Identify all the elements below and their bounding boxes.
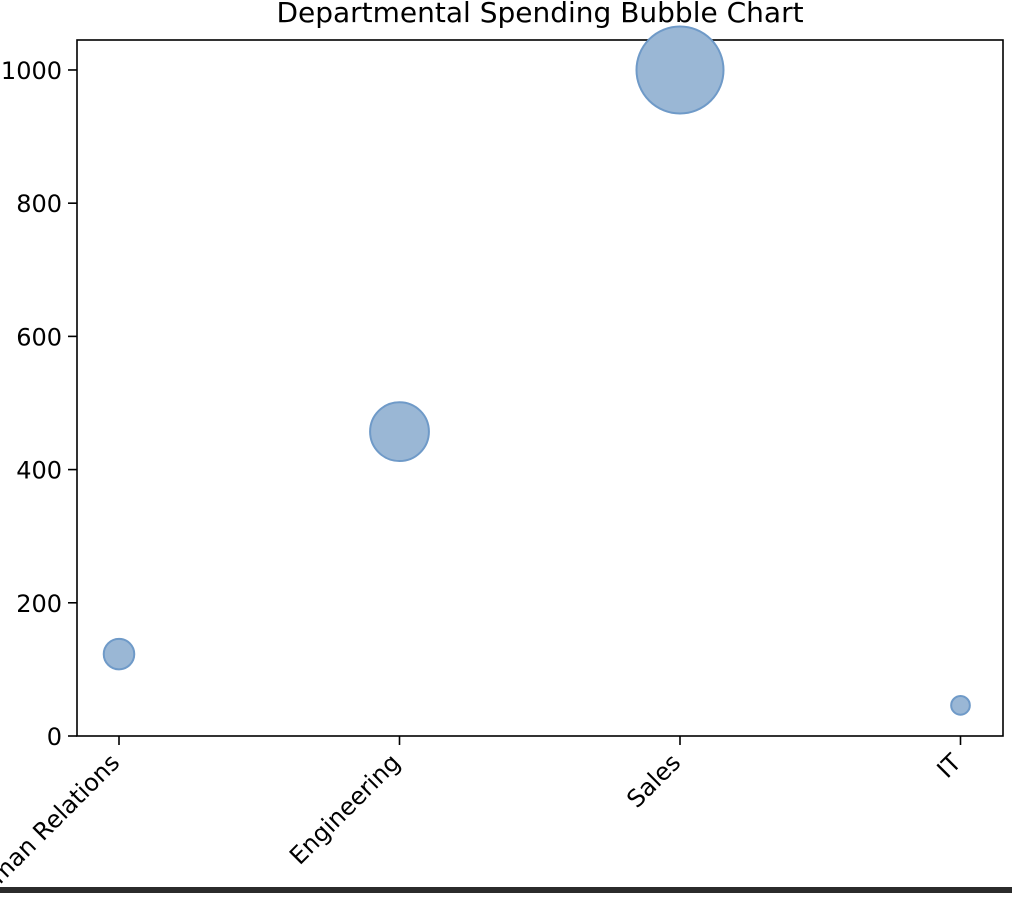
y-tick-label: 400 <box>16 457 62 485</box>
bubble-series <box>102 25 971 716</box>
chart-title: Departmental Spending Bubble Chart <box>276 0 803 29</box>
window-bottom-edge <box>0 887 1012 893</box>
bubble-human-relations <box>102 637 136 671</box>
y-tick-label: 800 <box>16 190 62 218</box>
axes: 0 200 400 600 800 1000 Human Relations Engineer… <box>0 57 967 898</box>
x-tick-label: Sales <box>621 748 686 813</box>
x-tick-label: IT <box>932 748 967 783</box>
y-tick-label: 0 <box>47 723 62 751</box>
x-tick-label: Human Relations <box>0 748 125 893</box>
y-tick-label: 600 <box>16 323 62 351</box>
x-tick-label: Engineering <box>284 748 406 870</box>
bubble-it <box>950 695 971 716</box>
plot-frame <box>76 39 1004 737</box>
y-tick-label: 1000 <box>1 57 62 85</box>
bubble-engineering <box>369 401 430 463</box>
y-tick-label: 200 <box>16 590 62 618</box>
bubble-sales <box>635 25 725 115</box>
plot-area <box>76 39 1004 737</box>
